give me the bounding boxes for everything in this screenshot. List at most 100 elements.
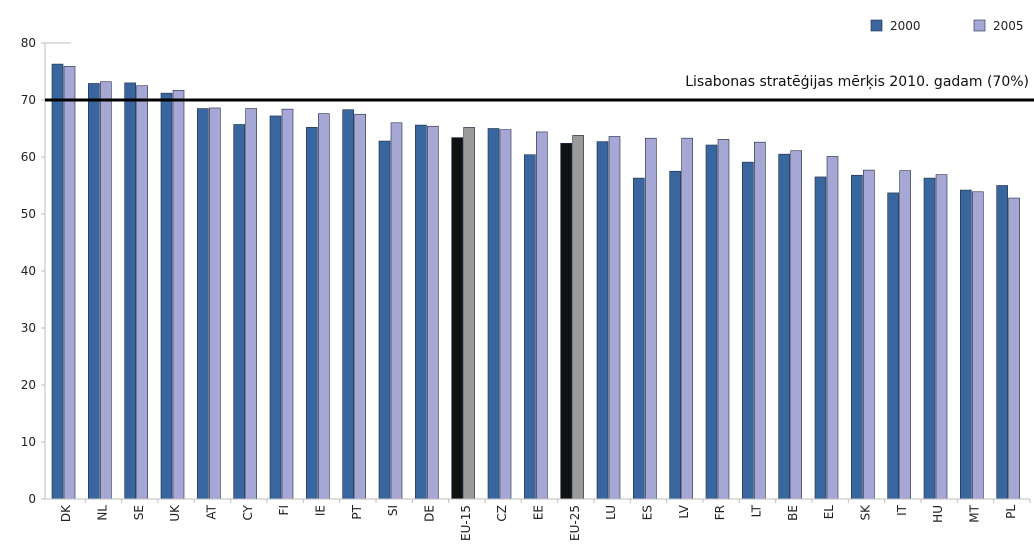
x-category-label: SE bbox=[132, 505, 146, 520]
x-category-label: CY bbox=[241, 504, 255, 520]
legend-swatch-2000 bbox=[870, 19, 883, 32]
x-category-label: IT bbox=[895, 504, 909, 516]
y-tick-label: 80 bbox=[21, 36, 36, 50]
bar-hu-2005 bbox=[935, 174, 948, 500]
bar-de-2000 bbox=[415, 124, 427, 500]
x-category-label: SK bbox=[859, 504, 873, 521]
y-tick-label: 0 bbox=[28, 492, 36, 506]
x-category-label: DE bbox=[423, 505, 437, 522]
bar-cz-2005 bbox=[499, 129, 512, 500]
y-tick-label: 10 bbox=[21, 435, 36, 449]
bar-it-2005 bbox=[899, 170, 911, 500]
bar-hu-2000 bbox=[923, 177, 936, 500]
x-category-label: EU-25 bbox=[568, 505, 582, 541]
x-category-label: IE bbox=[314, 505, 328, 516]
bar-dk-2000 bbox=[51, 63, 64, 500]
bars bbox=[51, 63, 1020, 500]
y-tick-label: 60 bbox=[21, 150, 36, 164]
bar-uk-2005 bbox=[172, 90, 185, 500]
bar-ie-2005 bbox=[318, 113, 330, 500]
bar-be-2000 bbox=[778, 153, 790, 500]
bar-nl-2000 bbox=[88, 83, 100, 500]
y-tick-label: 40 bbox=[21, 264, 36, 278]
target-line-group: Lisabonas stratēģijas mērķis 2010. gadam… bbox=[45, 74, 1034, 102]
bar-el-2005 bbox=[826, 156, 839, 500]
bar-es-2000 bbox=[633, 177, 645, 500]
bar-cy-2005 bbox=[245, 108, 257, 500]
x-category-label: NL bbox=[96, 505, 110, 521]
bar-at-2005 bbox=[209, 107, 221, 500]
bar-de-2005 bbox=[427, 125, 439, 500]
bar-eu-15-2005 bbox=[463, 127, 475, 500]
x-category-label: EL bbox=[822, 505, 836, 520]
x-category-label: AT bbox=[205, 504, 219, 519]
bar-fi-2005 bbox=[281, 108, 294, 500]
y-axis: 0 10 20 30 40 50 60 70 80 bbox=[21, 36, 71, 506]
bar-lu-2005 bbox=[608, 136, 621, 500]
bar-el-2000 bbox=[814, 176, 827, 500]
bar-lu-2000 bbox=[596, 141, 609, 500]
bar-ee-2000 bbox=[524, 154, 536, 500]
legend-label-2000: 2000 bbox=[890, 19, 921, 33]
bar-pl-2005 bbox=[1008, 197, 1020, 500]
bar-dk-2005 bbox=[63, 66, 76, 500]
x-category-label: LT bbox=[750, 504, 764, 517]
x-category-label: SI bbox=[386, 505, 400, 516]
bar-sk-2005 bbox=[863, 169, 875, 500]
legend-label-2005: 2005 bbox=[993, 19, 1024, 33]
x-category-label: UK bbox=[168, 504, 182, 522]
bar-ie-2000 bbox=[306, 127, 318, 500]
legend: 2000 2005 bbox=[870, 19, 1024, 33]
bar-se-2005 bbox=[136, 85, 148, 500]
x-category-label: PL bbox=[1004, 505, 1018, 519]
bar-mt-2005 bbox=[972, 191, 984, 500]
bar-pl-2000 bbox=[996, 185, 1008, 500]
bar-eu-15-2000 bbox=[451, 137, 463, 500]
bar-si-2000 bbox=[378, 140, 391, 500]
bar-at-2000 bbox=[197, 108, 209, 500]
x-category-label: PT bbox=[350, 504, 364, 519]
y-tick-label: 50 bbox=[21, 207, 36, 221]
x-category-label: ES bbox=[641, 505, 655, 520]
bar-mt-2000 bbox=[960, 189, 972, 500]
x-category-label: LU bbox=[604, 505, 618, 520]
bar-ee-2005 bbox=[536, 131, 548, 500]
x-category-label: MT bbox=[968, 504, 982, 522]
bar-lv-2005 bbox=[681, 137, 693, 500]
bar-es-2005 bbox=[645, 137, 657, 500]
x-category-label: FI bbox=[277, 505, 291, 515]
x-axis: DK NL SE UK AT CY FI IE PT SI DE EU-15 CZ EE EU-25 LU ES… bbox=[45, 498, 1031, 541]
bar-be-2005 bbox=[790, 150, 802, 500]
legend-swatch-2005 bbox=[973, 19, 986, 32]
bar-pt-2000 bbox=[342, 109, 354, 500]
bar-fr-2000 bbox=[705, 144, 718, 500]
bar-cy-2000 bbox=[233, 124, 245, 500]
bar-lt-2000 bbox=[742, 161, 754, 500]
x-category-label: HU bbox=[931, 505, 945, 523]
bar-lv-2000 bbox=[669, 170, 681, 500]
y-tick-label: 30 bbox=[21, 321, 36, 335]
bar-cz-2000 bbox=[487, 128, 500, 500]
x-category-label: BE bbox=[786, 505, 800, 521]
bar-pt-2005 bbox=[354, 113, 366, 500]
x-category-label: CZ bbox=[495, 505, 509, 522]
bar-fi-2000 bbox=[269, 115, 282, 500]
bar-sk-2000 bbox=[851, 174, 863, 500]
bar-eu-25-2005 bbox=[572, 135, 584, 500]
y-tick-label: 70 bbox=[21, 93, 36, 107]
target-label: Lisabonas stratēģijas mērķis 2010. gadam… bbox=[685, 74, 1029, 90]
bar-nl-2005 bbox=[100, 81, 112, 500]
x-category-label: DK bbox=[59, 504, 73, 522]
x-category-label: LV bbox=[677, 504, 691, 518]
y-tick-label: 20 bbox=[21, 378, 36, 392]
x-category-label: FR bbox=[713, 505, 727, 520]
bar-se-2000 bbox=[124, 82, 136, 500]
bar-uk-2000 bbox=[160, 92, 173, 500]
bar-eu-25-2000 bbox=[560, 143, 572, 500]
bar-it-2000 bbox=[887, 192, 899, 500]
x-category-label: EE bbox=[532, 505, 546, 520]
bar-si-2005 bbox=[390, 122, 403, 500]
bar-lt-2005 bbox=[754, 141, 766, 500]
bar-fr-2005 bbox=[717, 139, 730, 500]
